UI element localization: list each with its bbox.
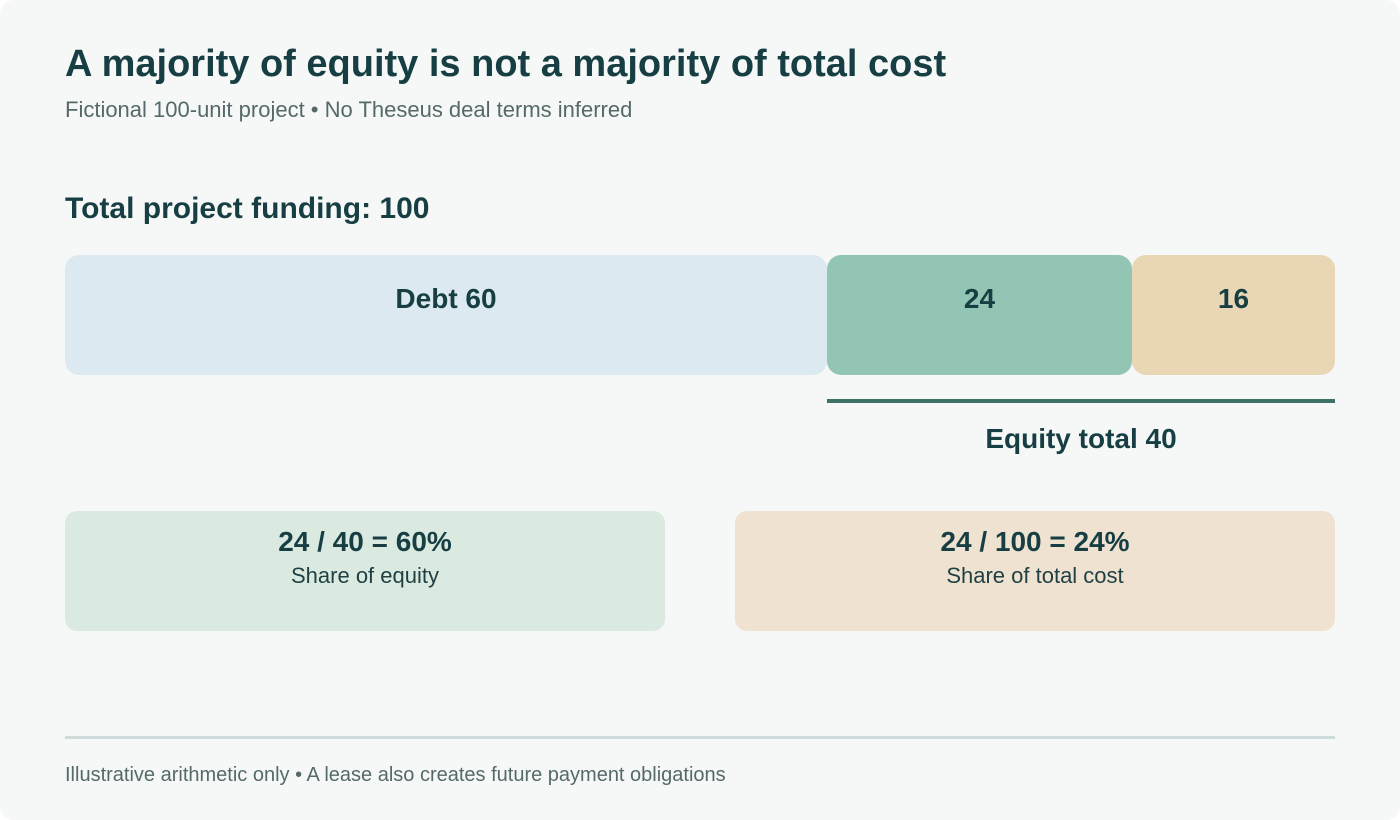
total-cost-share-formula: 24 / 100 = 24% (940, 526, 1130, 557)
equity-bracket-line (827, 399, 1335, 403)
diagram-subtitle: Fictional 100-unit project • No Theseus … (65, 97, 633, 122)
debt-segment-label: Debt 60 (395, 283, 497, 314)
equity-total-label: Equity total 40 (985, 423, 1177, 454)
debt-segment: Debt 60 (65, 255, 827, 375)
footnote: Illustrative arithmetic only • A lease a… (65, 764, 726, 786)
equity-segment-24: 24 (827, 255, 1132, 375)
equity-segment-24-label: 24 (963, 283, 996, 314)
funding-stacked-bar: Debt 60 24 16 (65, 255, 1335, 375)
funding-heading: Total project funding: 100 (65, 192, 430, 225)
total-cost-share-box: 24 / 100 = 24% Share of total cost (735, 511, 1335, 631)
equity-segment-16-label: 16 (1217, 283, 1250, 314)
footer-divider (65, 736, 1335, 739)
diagram-title: A majority of equity is not a majority o… (65, 43, 947, 85)
total-cost-share-label: Share of total cost (946, 563, 1124, 588)
equity-share-box: 24 / 40 = 60% Share of equity (65, 511, 665, 631)
equity-segment-16: 16 (1132, 255, 1335, 375)
equity-share-formula: 24 / 40 = 60% (278, 526, 452, 557)
equity-share-label: Share of equity (291, 563, 439, 588)
